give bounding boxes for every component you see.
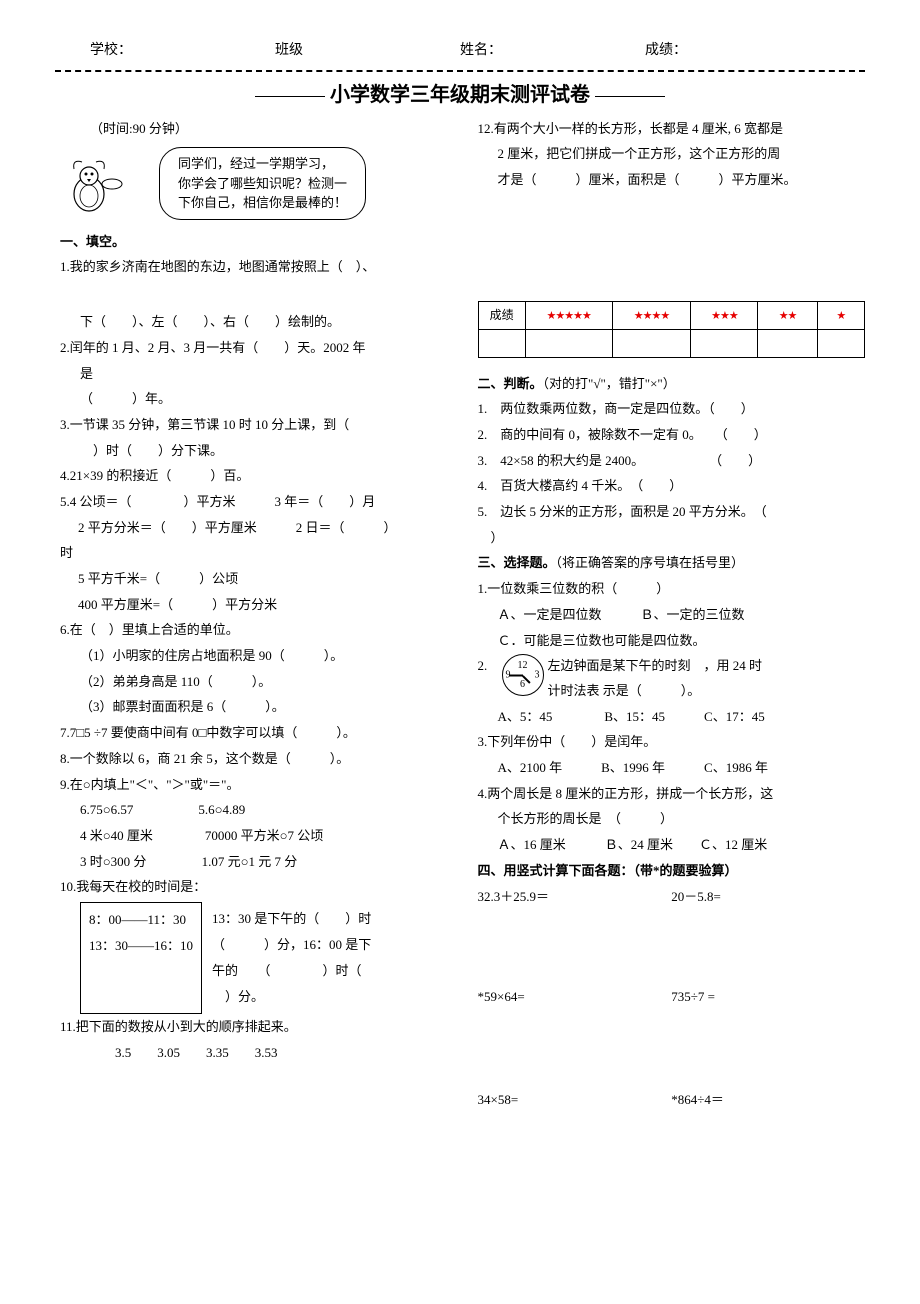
q4: 4.21×39 的积接近（ ）百。 <box>60 464 448 489</box>
c3a: A、2100 年 B、1996 年 C、1986 年 <box>478 756 866 781</box>
section3-title: 三、选择题。（将正确答案的序号填在括号里） <box>478 551 866 576</box>
clock-icon: 12369 <box>502 654 544 696</box>
q9b: 4 米○40 厘米 70000 平方米○7 公顷 <box>60 824 448 849</box>
speech-line: 你学会了哪些知识呢？检测一 <box>178 174 347 194</box>
q9a: 6.75○6.57 5.6○4.89 <box>60 798 448 823</box>
score-label: 成绩 <box>478 301 525 329</box>
q6: 6.在（ ）里填上合适的单位。 <box>60 618 448 643</box>
c1b: Ｃ．可能是三位数也可能是四位数。 <box>478 629 866 654</box>
q3: 3.一节课 35 分钟，第三节课 10 时 10 分上课，到（ <box>60 413 448 438</box>
q2b: 是 <box>60 362 448 387</box>
q5e: 400 平方厘米=（ ）平方分米 <box>60 593 448 618</box>
time-text: （ ）分，16：00 是下 <box>212 932 447 958</box>
section4-title: 四、用竖式计算下面各题：（带*的题要验算） <box>478 859 866 884</box>
j5a: 5. 边长 5 分米的正方形，面积是 20 平方分米。 （ <box>478 500 866 525</box>
c2: 2. 12369 左边钟面是某下午的时刻 ，用 24 时 计时法表 示是（ ）。 <box>478 654 866 703</box>
c4c: Ａ、16 厘米 Ｂ、24 厘米 Ｃ、12 厘米 <box>478 833 866 858</box>
header-class: 班级 <box>275 38 460 65</box>
star-cell: ★★★★ <box>634 310 669 322</box>
q7: 7.7□5 ÷7 要使商中间有 0□中数字可以填（ ）。 <box>60 721 448 746</box>
c2a: 左边钟面是某下午的时刻 ，用 24 时 <box>548 654 866 679</box>
speech-line: 下你自己，相信你是最棒的！ <box>178 193 347 213</box>
q5c: 时 <box>60 541 448 566</box>
speech-line: 同学们，经过一学期学习， <box>178 154 347 174</box>
q2c: （ ）年。 <box>60 387 448 412</box>
time-table: 8：00——11：30 13：30——16：10 13：30 是下午的（ ）时 … <box>80 902 448 1014</box>
q12c: 才是（ ）厘米，面积是（ ）平方厘米。 <box>478 168 866 193</box>
c4a: 4.两个周长是 8 厘米的正方形，拼成一个长方形，这 <box>478 782 866 807</box>
penguin-icon <box>64 154 124 214</box>
c3: 3.下列年份中（ ）是闰年。 <box>478 730 866 755</box>
j3: 3. 42×58 的积大约是 2400。 （ ） <box>478 449 866 474</box>
q11a: 3.5 3.05 3.35 3.53 <box>60 1041 448 1066</box>
right-column: 12.有两个大小一样的长方形，长都是 4 厘米, 6 宽都是 2 厘米，把它们拼… <box>463 116 866 1113</box>
star-cell: ★★★★★ <box>547 310 591 322</box>
star-cell: ★★★ <box>711 310 738 322</box>
time-box-row: 8：00——11：30 <box>89 907 193 933</box>
time-text: 午的 （ ）时（ <box>212 958 447 984</box>
c2c: A、5：45 B、15：45 C、17：45 <box>478 705 866 730</box>
e3b: *864÷4＝ <box>671 1088 865 1113</box>
q12a: 12.有两个大小一样的长方形，长都是 4 厘米, 6 宽都是 <box>478 117 866 142</box>
c4b: 个长方形的周长是 （ ） <box>478 807 866 832</box>
q11: 11.把下面的数按从小到大的顺序排起来。 <box>60 1015 448 1040</box>
j4: 4. 百货大楼高约 4 千米。 （ ） <box>478 474 866 499</box>
j2: 2. 商的中间有 0，被除数不一定有 0。 （ ） <box>478 423 866 448</box>
j5b: ） <box>478 526 866 551</box>
section2-title: 二、判断。（对的打"√"，错打"×"） <box>478 372 866 397</box>
q6b: （2）弟弟身高是 110（ ）。 <box>60 670 448 695</box>
q9c: 3 时○300 分 1.07 元○1 元 7 分 <box>60 850 448 875</box>
time-box-row: 13：30——16：10 <box>89 933 193 959</box>
q5b: 2 平方分米＝（ ）平方厘米 2 日＝（ ） <box>60 516 448 541</box>
c1a: Ａ、一定是四位数 Ｂ、一定的三位数 <box>478 603 866 628</box>
page-title: 小学数学三年级期末测评试卷 <box>0 72 920 116</box>
c2b: 计时法表 示是（ ）。 <box>548 679 866 704</box>
q2: 2.闰年的 1 月、2 月、3 月一共有（ ）天。2002 年 <box>60 336 448 361</box>
e1a: 32.3＋25.9＝ <box>478 885 672 910</box>
q5a: 5.4 公顷＝（ ）平方米 3 年＝（ ）月 <box>60 490 448 515</box>
star-cell: ★★ <box>779 310 797 322</box>
q8: 8.一个数除以 6，商 21 余 5，这个数是（ ）。 <box>60 747 448 772</box>
header-score: 成绩： <box>645 38 830 65</box>
e2a: *59×64= <box>478 985 672 1010</box>
e2b: 735÷7 = <box>671 985 865 1010</box>
section1-title: 一、填空。 <box>60 230 448 255</box>
q12b: 2 厘米，把它们拼成一个正方形，这个正方形的周 <box>478 142 866 167</box>
q6a: （1）小明家的住房占地面积是 90（ ）。 <box>60 644 448 669</box>
time-text: ）分。 <box>212 984 447 1010</box>
star-cell: ★ <box>836 310 845 322</box>
time-text: 13：30 是下午的（ ）时 <box>212 906 447 932</box>
q9: 9.在○内填上"＜"、"＞"或"＝"。 <box>60 773 448 798</box>
q10: 10.我每天在校的时间是： <box>60 875 448 900</box>
e3a: 34×58= <box>478 1088 672 1113</box>
j1: 1. 两位数乘两位数，商一定是四位数。（ ） <box>478 397 866 422</box>
time-note: （时间:90 分钟） <box>60 117 448 142</box>
header-name: 姓名： <box>460 38 645 65</box>
speech-bubble: 同学们，经过一学期学习， 你学会了哪些知识呢？检测一 下你自己，相信你是最棒的！ <box>159 147 366 220</box>
score-table: 成绩 ★★★★★ ★★★★ ★★★ ★★ ★ <box>478 301 866 358</box>
q1b: 下（ ）、左（ ）、右（ ）绘制的。 <box>60 310 448 335</box>
q5d: 5 平方千米=（ ）公顷 <box>60 567 448 592</box>
header-school: 学校： <box>90 38 275 65</box>
q1: 1.我的家乡济南在地图的东边，地图通常按照上（ ）、 <box>60 255 448 280</box>
q3b: ）时（ ）分下课。 <box>60 439 448 464</box>
e1b: 20－5.8= <box>671 885 865 910</box>
left-column: （时间:90 分钟） 同学们，经过一学期学习， 你学会了哪些知识呢？检测一 下你… <box>60 116 463 1113</box>
q6c: （3）邮票封面面积是 6（ ）。 <box>60 695 448 720</box>
c1: 1.一位数乘三位数的积（ ） <box>478 577 866 602</box>
